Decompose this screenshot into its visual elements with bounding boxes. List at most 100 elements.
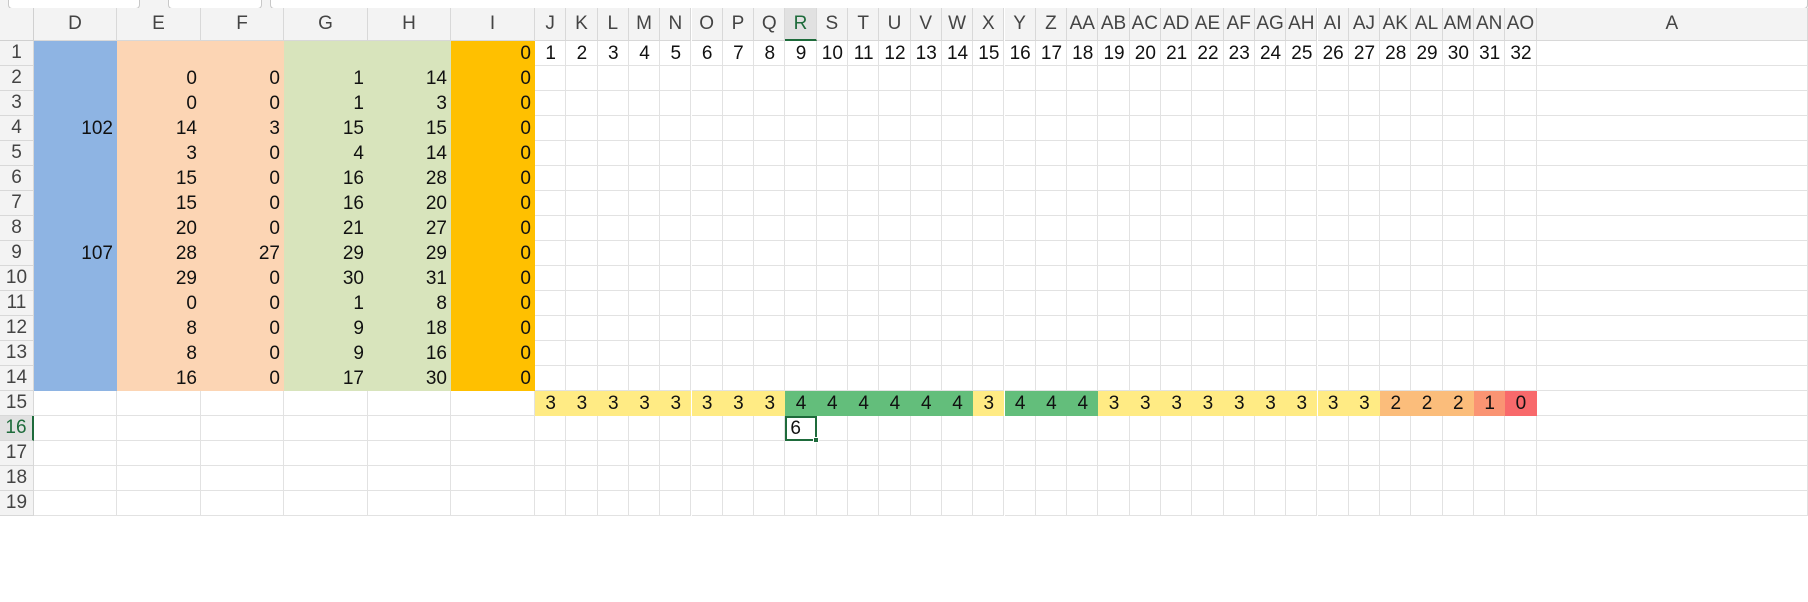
cell-value[interactable]: 0 — [520, 142, 531, 164]
cell[interactable] — [785, 41, 817, 66]
column-header-g[interactable]: G — [284, 8, 368, 41]
cell[interactable] — [785, 491, 817, 516]
cell[interactable] — [816, 341, 848, 366]
cell[interactable] — [117, 191, 201, 216]
cell[interactable] — [785, 116, 817, 141]
cell[interactable] — [1098, 66, 1130, 91]
cell[interactable] — [1536, 391, 1808, 416]
flag-value[interactable] — [1005, 341, 1036, 366]
cell[interactable] — [660, 416, 692, 441]
flag-value[interactable] — [1192, 166, 1223, 191]
cell[interactable] — [284, 291, 368, 316]
flag-value[interactable] — [1036, 191, 1067, 216]
cell[interactable] — [1348, 316, 1381, 341]
cell[interactable] — [1536, 166, 1808, 191]
cell[interactable] — [722, 266, 755, 291]
flag-value[interactable] — [1098, 166, 1129, 191]
cell[interactable] — [1035, 41, 1068, 66]
cell[interactable] — [1505, 91, 1537, 116]
cell[interactable] — [117, 91, 201, 116]
cell-value[interactable]: 29 — [425, 242, 447, 264]
cell[interactable] — [910, 41, 942, 66]
flag-value[interactable] — [1067, 191, 1098, 216]
cell[interactable] — [1411, 166, 1443, 191]
cell[interactable] — [1098, 366, 1130, 391]
cell[interactable] — [754, 91, 786, 116]
cell-value[interactable]: 31 — [425, 267, 447, 289]
cell[interactable] — [1536, 91, 1808, 116]
cell[interactable] — [1192, 291, 1224, 316]
cell[interactable] — [910, 291, 942, 316]
cell[interactable] — [1004, 116, 1036, 141]
cell[interactable] — [1286, 216, 1318, 241]
cell[interactable] — [1442, 241, 1474, 266]
cell[interactable] — [722, 116, 755, 141]
cell[interactable] — [816, 91, 848, 116]
cell[interactable] — [1035, 116, 1068, 141]
cell[interactable] — [1348, 116, 1381, 141]
total-value[interactable]: 4 — [1067, 391, 1099, 416]
cell-value[interactable]: 0 — [269, 342, 280, 364]
cell[interactable] — [941, 41, 974, 66]
cell[interactable] — [1536, 441, 1808, 466]
flag-value[interactable] — [785, 341, 816, 366]
cell[interactable] — [848, 291, 880, 316]
cell[interactable] — [368, 416, 451, 441]
cell[interactable] — [1129, 366, 1161, 391]
cell[interactable] — [628, 41, 661, 66]
column-header-d[interactable]: D — [34, 8, 117, 41]
flag-value[interactable] — [848, 141, 879, 166]
cell-value[interactable]: 0 — [520, 42, 531, 64]
cell[interactable] — [1505, 166, 1537, 191]
column-header-ao[interactable]: AO — [1505, 8, 1537, 41]
cell[interactable] — [691, 166, 723, 191]
cell[interactable] — [1536, 116, 1808, 141]
cell[interactable] — [1505, 491, 1537, 516]
cell[interactable] — [566, 166, 598, 191]
flag-value[interactable] — [723, 291, 754, 316]
cell[interactable] — [1411, 416, 1443, 441]
cell[interactable] — [1004, 41, 1036, 66]
cell[interactable] — [1317, 316, 1349, 341]
cell[interactable] — [1380, 216, 1412, 241]
cell[interactable] — [879, 341, 911, 366]
cell[interactable] — [1505, 366, 1537, 391]
cell[interactable] — [1442, 491, 1474, 516]
column-header-ag[interactable]: AG — [1254, 8, 1287, 41]
cell[interactable] — [1161, 191, 1193, 216]
cell[interactable] — [1474, 141, 1506, 166]
cell[interactable] — [848, 66, 880, 91]
cell[interactable] — [34, 466, 117, 491]
cell[interactable] — [368, 291, 451, 316]
cell[interactable] — [1129, 191, 1161, 216]
cell[interactable] — [535, 416, 567, 441]
cell[interactable] — [816, 466, 848, 491]
cell[interactable] — [1129, 466, 1161, 491]
column-header-partial[interactable]: A — [1536, 8, 1808, 41]
cell[interactable] — [816, 116, 848, 141]
flag-value[interactable] — [848, 341, 879, 366]
cell[interactable] — [660, 91, 692, 116]
total-value[interactable]: 0 — [1505, 391, 1537, 416]
cell[interactable] — [1317, 116, 1349, 141]
cell[interactable] — [754, 316, 786, 341]
cell[interactable] — [879, 366, 911, 391]
cell[interactable] — [691, 466, 723, 491]
flag-value[interactable] — [1098, 366, 1129, 391]
cell[interactable] — [1317, 341, 1349, 366]
cell-value[interactable]: 0 — [520, 167, 531, 189]
cell[interactable] — [1380, 141, 1412, 166]
cell-value[interactable]: 15 — [175, 167, 197, 189]
cell[interactable] — [785, 91, 817, 116]
cell[interactable] — [1254, 491, 1287, 516]
cell[interactable] — [1067, 341, 1099, 366]
cell-value[interactable]: 15 — [342, 117, 364, 139]
cell[interactable] — [1442, 116, 1474, 141]
cell[interactable] — [1004, 241, 1036, 266]
cell[interactable] — [1223, 66, 1255, 91]
cell-value[interactable]: 16 — [342, 192, 364, 214]
cell[interactable] — [117, 341, 201, 366]
cell[interactable] — [628, 441, 661, 466]
cell[interactable] — [785, 341, 817, 366]
cell[interactable] — [368, 391, 451, 416]
